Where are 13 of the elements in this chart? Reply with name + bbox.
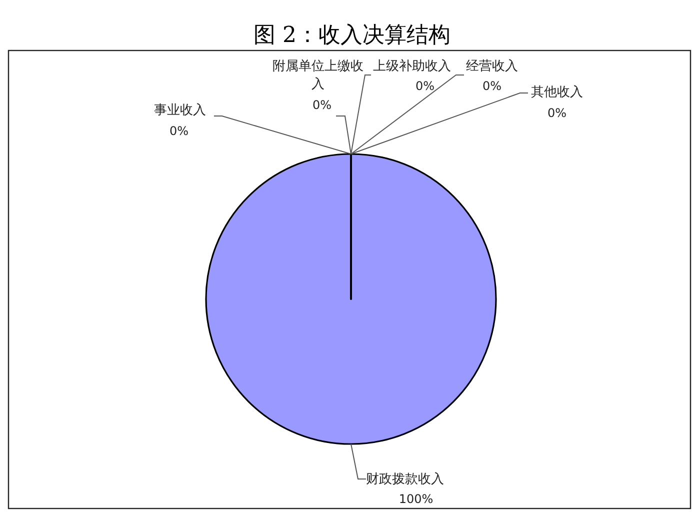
chart-title: 图 2：收入决算结构: [254, 23, 450, 48]
category-label: 附属单位上缴收入: [272, 59, 364, 92]
category-label: 经营收入: [466, 59, 518, 74]
text: 0%: [482, 79, 502, 93]
category-label: 事业收入: [154, 103, 206, 118]
category-label: 上级补助收入: [373, 59, 451, 74]
category-label: 其他收入: [531, 85, 583, 100]
slice-label: 财政拨款收入: [366, 472, 444, 487]
text: 0%: [312, 98, 332, 112]
text: 0%: [547, 106, 567, 120]
text: 0%: [169, 124, 189, 138]
text: 0%: [415, 79, 435, 93]
data-label: 100%: [398, 492, 434, 506]
